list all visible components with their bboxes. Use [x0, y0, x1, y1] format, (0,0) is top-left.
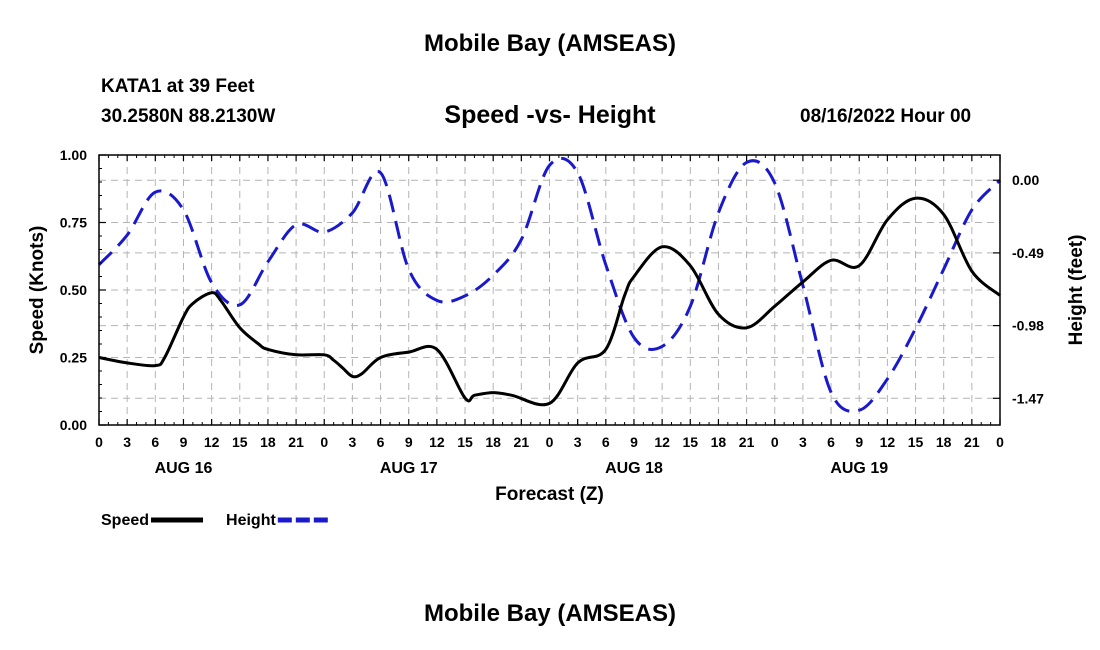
x-tick-label: 0 [546, 434, 554, 450]
y-right-tick-label: -1.47 [1012, 390, 1044, 406]
x-tick-label: 15 [232, 434, 248, 450]
x-tick-label: 21 [964, 434, 980, 450]
date-label: AUG 19 [830, 460, 888, 477]
axes: 0 3 6 9 12 15 18 21 0 3 6 9 12 15 18 21 0 3 6 9 12 15 18 21 0 3 6 9… [27, 147, 1087, 505]
x-tick-label: 6 [602, 434, 610, 450]
y-right-axis-title: Height (feet) [1066, 235, 1087, 346]
x-tick-label: 9 [855, 434, 863, 450]
x-tick-label: 15 [682, 434, 698, 450]
x-tick-label: 21 [514, 434, 530, 450]
date-label: AUG 16 [155, 460, 213, 477]
footer-title: Mobile Bay (AMSEAS) [423, 600, 677, 627]
x-tick-label: 15 [457, 434, 473, 450]
legend: Speed Height [101, 512, 330, 529]
x-tick-label: 9 [180, 434, 188, 450]
x-tick-label: 3 [574, 434, 582, 450]
x-tick-label: 9 [405, 434, 413, 450]
x-tick-label: 0 [95, 434, 103, 450]
x-tick-label: 9 [630, 434, 638, 450]
series-line-speed [98, 196, 1001, 407]
y-left-tick-label: 0.00 [60, 417, 87, 433]
chart-title: Speed -vs- Height [444, 101, 656, 129]
x-tick-label: 15 [908, 434, 924, 450]
grid [99, 155, 1000, 425]
x-tick-label: 3 [349, 434, 357, 450]
x-tick-label: 12 [204, 434, 220, 450]
x-tick-label: 18 [260, 434, 276, 450]
x-tick-label: 0 [996, 434, 1004, 450]
x-tick-label: 21 [288, 434, 304, 450]
y-left-tick-label: 0.75 [60, 215, 87, 231]
y-right-tick-label: 0.00 [1012, 172, 1039, 188]
series-layer [97, 156, 1002, 413]
x-tick-label: 3 [799, 434, 807, 450]
y-right-tick-label: -0.49 [1012, 245, 1044, 261]
x-tick-label: 12 [429, 434, 445, 450]
y-left-axis-title: Speed (Knots) [27, 226, 48, 355]
station-name: KATA1 at 39 Feet [101, 76, 255, 97]
page-title: Mobile Bay (AMSEAS) [423, 30, 677, 57]
legend-label-height: Height [226, 512, 276, 529]
x-tick-label: 6 [151, 434, 159, 450]
series-line-height [97, 156, 1002, 413]
date-label: AUG 17 [380, 460, 438, 477]
x-tick-label: 3 [123, 434, 131, 450]
x-tick-label: 12 [654, 434, 670, 450]
x-tick-label: 18 [711, 434, 727, 450]
x-tick-label: 0 [771, 434, 779, 450]
x-tick-label: 18 [936, 434, 952, 450]
x-axis-title: Forecast (Z) [495, 484, 604, 505]
x-tick-label: 0 [320, 434, 328, 450]
x-tick-label: 21 [739, 434, 755, 450]
x-tick-label: 12 [880, 434, 896, 450]
station-coords: 30.2580N 88.2130W [101, 106, 276, 127]
y-right-tick-label: -0.98 [1012, 318, 1044, 334]
date-label: AUG 18 [605, 460, 663, 477]
y-left-tick-label: 1.00 [60, 147, 87, 163]
x-tick-label: 6 [827, 434, 835, 450]
legend-label-speed: Speed [101, 512, 149, 529]
x-tick-label: 18 [485, 434, 501, 450]
y-left-tick-label: 0.25 [60, 350, 87, 366]
y-left-tick-label: 0.50 [60, 282, 87, 298]
x-tick-label: 6 [377, 434, 385, 450]
run-time: 08/16/2022 Hour 00 [800, 106, 972, 127]
